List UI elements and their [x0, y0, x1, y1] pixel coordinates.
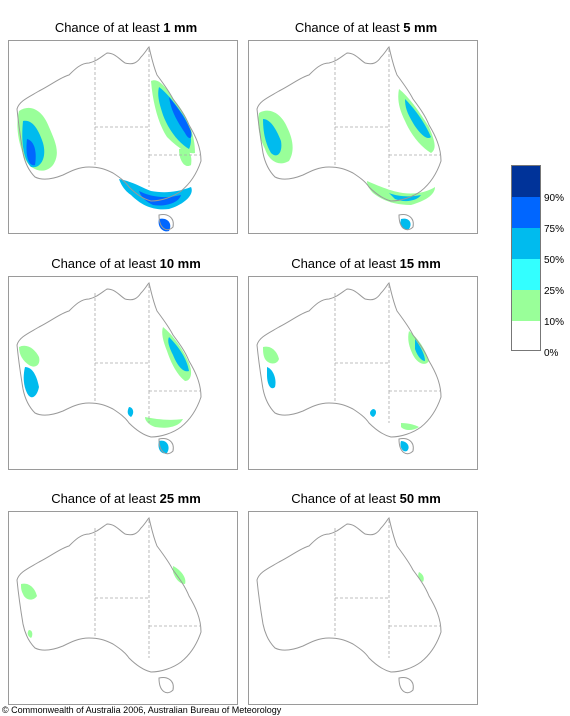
australia-map-1mm [8, 40, 238, 234]
legend-color-bar [511, 165, 541, 351]
australia-map-25mm [8, 511, 238, 705]
rain-areas [17, 80, 195, 232]
rain-areas [263, 331, 429, 452]
legend-swatch-25 [512, 259, 540, 290]
panel-title: Chance of at least 5 mm [294, 20, 438, 35]
legend-label-50: 50% [544, 255, 565, 266]
probability-legend: 90% 75% 50% 25% 10% 0% [511, 165, 570, 359]
map-svg [256, 46, 442, 231]
rain-areas [418, 572, 424, 582]
panel-title: Chance of at least 50 mm [291, 491, 441, 506]
rain-areas [19, 327, 192, 454]
panel-title: Chance of at least 25 mm [51, 491, 201, 506]
legend-label-90: 90% [544, 193, 565, 204]
legend-label-10: 10% [544, 317, 565, 328]
map-svg [16, 282, 202, 455]
map-svg [256, 282, 442, 455]
copyright-notice: © Commonwealth of Australia 2006, Austra… [2, 705, 282, 715]
map-svg [16, 46, 202, 232]
legend-label-0: 0% [544, 348, 559, 359]
legend-label-75: 75% [544, 224, 565, 235]
australia-map-10mm [8, 276, 238, 470]
legend-swatch-90 [512, 166, 540, 197]
map-svg [16, 517, 202, 694]
map-svg [256, 517, 442, 694]
legend-swatch-0 [512, 321, 540, 350]
legend-swatch-50 [512, 228, 540, 259]
legend-swatch-10 [512, 290, 540, 321]
australia-map-50mm [248, 511, 478, 705]
australia-map-5mm [248, 40, 478, 234]
rain-areas [258, 89, 435, 230]
panel-title: Chance of at least 15 mm [291, 256, 441, 271]
panel-title: Chance of at least 10 mm [51, 256, 201, 271]
legend-swatch-75 [512, 197, 540, 228]
rain-areas [21, 566, 186, 638]
legend-label-25: 25% [544, 286, 565, 297]
panel-title: Chance of at least 1 mm [54, 20, 198, 35]
australia-map-15mm [248, 276, 478, 470]
